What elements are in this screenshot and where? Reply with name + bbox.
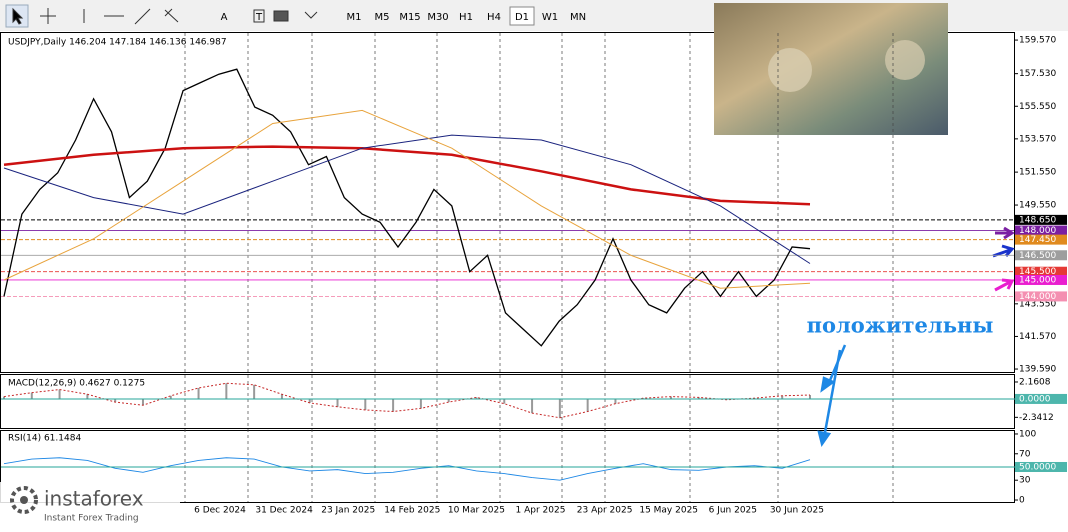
level-label-bg: [1015, 214, 1067, 225]
level-label: 147.450: [1019, 235, 1056, 245]
y-tick-label: 159.570: [1019, 36, 1056, 46]
x-tick-label: 31 Dec 2024: [255, 506, 313, 516]
rsi-title: RSI(14) 61.1484: [8, 434, 81, 444]
level-label-bg: [1015, 266, 1067, 277]
price-line: [3, 134, 811, 264]
y-tick-label: 0.0000: [1019, 394, 1051, 404]
level-label: 146.500: [1019, 251, 1056, 261]
timeframe-button[interactable]: M30: [427, 12, 448, 23]
y-tick-label: 70: [1019, 449, 1031, 459]
y-tick-label-bg: [1015, 393, 1067, 404]
macd-pane: [0, 374, 1015, 429]
timeframe-button[interactable]: W1: [542, 12, 558, 23]
timeframe-button[interactable]: M15: [399, 12, 420, 23]
timeframe-button[interactable]: H1: [459, 12, 473, 23]
y-tick-label: 50.0000: [1019, 462, 1056, 472]
timeframe-button[interactable]: M5: [375, 12, 390, 23]
tool-button[interactable]: A: [221, 12, 228, 23]
y-tick-label: 141.570: [1019, 332, 1056, 342]
x-tick-label: 10 Mar 2025: [448, 506, 505, 516]
level-label: 148.000: [1019, 226, 1056, 236]
logo-bg: [0, 482, 180, 528]
level-label-bg: [1015, 250, 1067, 261]
level-label: 145.500: [1019, 267, 1056, 277]
y-tick-label: 0: [1019, 496, 1025, 506]
y-tick-label: 143.550: [1019, 299, 1056, 309]
y-tick-label: 100: [1019, 429, 1036, 439]
tool-button[interactable]: T: [255, 12, 263, 23]
x-tick-label: 23 Apr 2025: [577, 506, 633, 516]
x-tick-label: 23 Jan 2025: [321, 506, 375, 516]
level-label: 144.000: [1019, 292, 1056, 302]
timeframe-button[interactable]: M1: [347, 12, 362, 23]
timeframe-button[interactable]: MN: [570, 12, 586, 23]
chart-title: USDJPY,Daily 146.204 147.184 146.136 146…: [8, 38, 227, 48]
x-tick-label: 15 May 2025: [639, 506, 698, 516]
banknote-image: [885, 40, 925, 80]
y-tick-label: 2.1608: [1019, 377, 1051, 387]
x-tick-label: 6 Dec 2024: [194, 506, 246, 516]
timeframe-button[interactable]: D1: [515, 12, 529, 23]
logo-icon: [10, 486, 38, 514]
y-tick-label-bg: [1015, 461, 1067, 472]
timeframe-button[interactable]: H4: [487, 12, 501, 23]
logo-tagline: Instant Forex Trading: [44, 514, 139, 524]
y-tick-label: 157.530: [1019, 69, 1056, 79]
macd-title: MACD(12,26,9) 0.4627 0.1275: [8, 379, 145, 389]
y-tick-label: 139.590: [1019, 365, 1056, 375]
banknote-image: [768, 48, 812, 92]
active-timeframe: [509, 6, 535, 26]
level-arrows: [992, 226, 1015, 292]
x-tick-label: 30 Jun 2025: [770, 506, 824, 516]
level-label: 148.650: [1019, 215, 1056, 225]
logo-name: instaforex: [44, 487, 144, 511]
y-tick-label: 149.550: [1019, 201, 1056, 211]
price-line: [3, 109, 811, 289]
macd-signal: [3, 382, 811, 419]
y-tick-label: 151.550: [1019, 168, 1056, 178]
annotation: положительны: [807, 313, 994, 338]
x-tick-label: 1 Apr 2025: [516, 506, 566, 516]
price-line: [3, 145, 811, 206]
level-label-bg: [1015, 291, 1067, 302]
level-label: 145.000: [1019, 275, 1056, 285]
annotation-arrows: [817, 344, 847, 447]
price-pane: [0, 32, 1015, 373]
x-tick-label: 14 Feb 2025: [384, 506, 440, 516]
x-tick-label: 6 Jun 2025: [709, 506, 757, 516]
y-tick-label: 155.550: [1019, 102, 1056, 112]
level-label-bg: [1015, 274, 1067, 285]
rsi-line: [3, 457, 811, 481]
toolbar-icons: [5, 4, 318, 28]
level-label-bg: [1015, 234, 1067, 245]
y-tick-label: 153.570: [1019, 134, 1056, 144]
level-label-bg: [1015, 225, 1067, 236]
y-tick-label: 30: [1019, 476, 1031, 486]
y-tick-label: -2.3412: [1019, 413, 1054, 423]
price-line: [3, 68, 811, 347]
